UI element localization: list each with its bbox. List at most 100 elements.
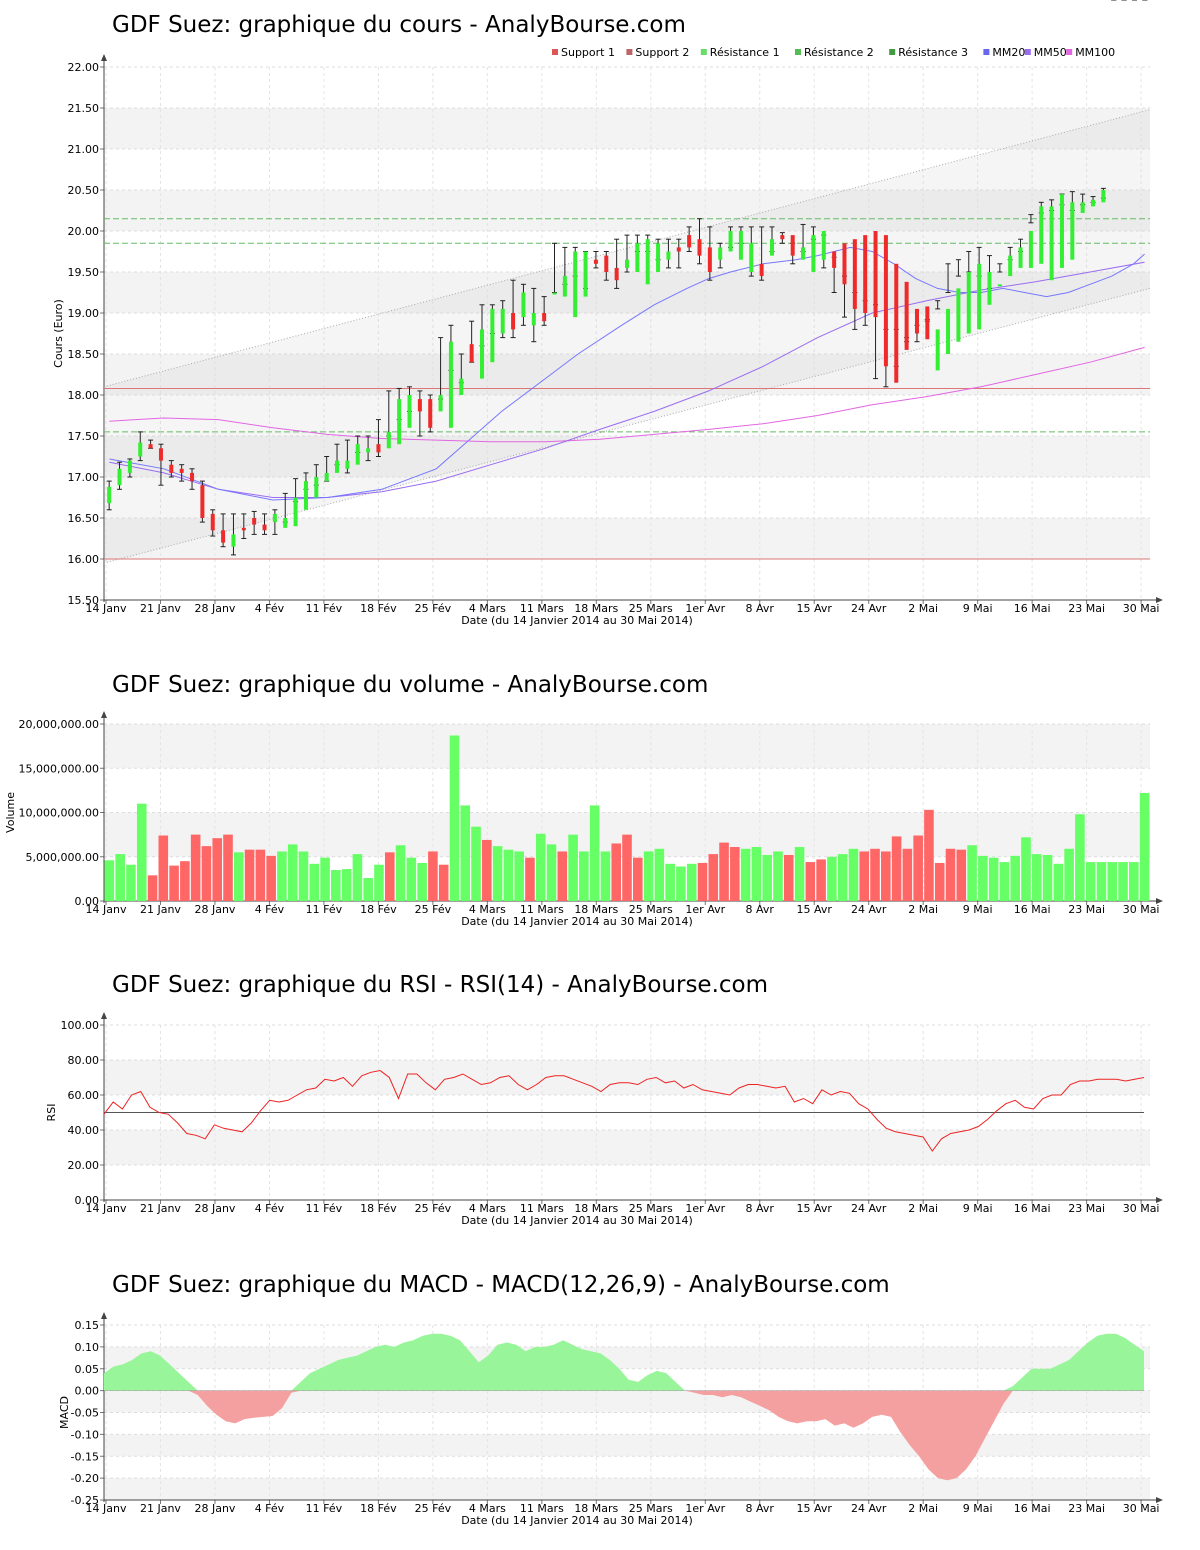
candle-body [448, 341, 453, 428]
x-tick-label: 2 Mai [908, 903, 938, 916]
volume-bar [406, 857, 417, 901]
x-tick-label: 2 Mai [908, 1202, 938, 1215]
candle-body [303, 481, 308, 510]
candle-body [790, 235, 795, 256]
volume-bar [913, 835, 923, 901]
x-tick-label: 25 Mars [629, 1202, 673, 1215]
grid-band [104, 108, 1150, 149]
volume-bar [169, 865, 179, 901]
candle-body [552, 292, 557, 295]
volume-bar [482, 839, 492, 901]
grid-band [104, 1346, 1150, 1369]
candle-body [738, 231, 743, 260]
candle-body [687, 235, 692, 248]
volume-bar [1064, 848, 1074, 901]
x-tick-label: 9 Mai [963, 903, 993, 916]
grid-band [104, 724, 1150, 769]
x-tick-label: 9 Mai [963, 602, 993, 615]
legend-item: MM20 [992, 46, 1025, 59]
y-axis-arrow [101, 54, 107, 61]
x-tick-label: 8 Avr [746, 903, 775, 916]
volume-bar [794, 847, 805, 901]
volume-bar [503, 849, 514, 901]
x-tick-label: 25 Fév [415, 1502, 452, 1515]
candle-body [283, 518, 288, 528]
x-tick-label: 23 Mai [1068, 1502, 1105, 1515]
x-tick-label: 18 Mars [574, 1502, 618, 1515]
x-tick-label: 16 Mai [1014, 1202, 1051, 1215]
candle-body [573, 251, 578, 318]
candle-body [863, 235, 868, 313]
x-tick-label: 24 Avr [851, 1202, 887, 1215]
legend-item: Support 1 [561, 46, 615, 59]
volume-bar [255, 849, 266, 901]
candle-body [1049, 206, 1054, 281]
candle-body [210, 513, 215, 531]
x-tick-label: 21 Janv [140, 1502, 181, 1515]
y-tick-label: 60.00 [68, 1089, 100, 1102]
x-tick-label: 25 Fév [415, 903, 452, 916]
volume-bar [643, 851, 654, 901]
volume-bar [277, 851, 287, 901]
x-tick-label: 23 Mai [1068, 1202, 1105, 1215]
y-tick-label: 0.00 [75, 1385, 100, 1398]
candle-body [821, 231, 826, 260]
candle-body [645, 239, 650, 285]
candle-body [987, 272, 992, 305]
macd-negative-area [104, 1390, 1144, 1481]
candle-body [252, 518, 257, 525]
candle-body [635, 243, 640, 272]
candle-body [780, 235, 785, 240]
x-tick-label: 4 Fév [255, 602, 285, 615]
x-tick-label: 9 Mai [963, 1502, 993, 1515]
candle-body [158, 448, 163, 461]
volume-bar [967, 845, 977, 901]
x-tick-label: 4 Fév [255, 1202, 285, 1215]
x-tick-label: 2 Mai [908, 1502, 938, 1515]
volume-bar [676, 866, 686, 901]
candle-body [521, 292, 526, 318]
x-tick-label: 16 Mai [1014, 1502, 1051, 1515]
y-tick-label: 40.00 [68, 1124, 100, 1137]
volume-bar [589, 805, 600, 901]
candle-body [511, 313, 516, 330]
volume-chart: 0.00 5,000,000.00 10,000,000.00 15,000,000.… [4, 711, 1163, 928]
mm20-line [109, 246, 1145, 501]
candle-body [469, 344, 474, 363]
candle-body [407, 395, 412, 428]
volume-bar [654, 848, 665, 901]
candle-body [604, 255, 609, 272]
candle-body [728, 231, 733, 252]
candle-body [562, 276, 567, 297]
candle-body [749, 243, 754, 272]
volume-bar [686, 863, 697, 901]
y-tick-label: 100.00 [61, 1019, 100, 1032]
volume-bar [298, 851, 309, 901]
volume-bar [136, 803, 147, 901]
x-tick-label: 25 Mars [629, 602, 673, 615]
x-tick-label: 4 Mars [469, 903, 506, 916]
volume-bar [1107, 862, 1118, 901]
volume-bar [719, 842, 729, 901]
candle-body [842, 243, 847, 285]
candle-body [966, 272, 971, 334]
volume-bar [611, 843, 622, 901]
x-tick-label: 11 Fév [306, 903, 343, 916]
volume-bar [902, 848, 913, 901]
x-axis-title: Date (du 14 Janvier 2014 au 30 Mai 2014) [461, 915, 693, 928]
candle-body [241, 527, 246, 531]
volume-bar [762, 854, 772, 901]
mm50-line [109, 261, 1145, 498]
rsi-chart-title: GDF Suez: graphique du RSI - RSI(14) - A… [112, 972, 769, 998]
x-tick-label: 1er Avr [685, 903, 725, 916]
x-tick-label: 2 Mai [908, 602, 938, 615]
price-chart: 15.50 16.00 16.50 17.00 17.50 18.00 18.50 19.00… [52, 0, 1163, 627]
candle-body [1101, 190, 1106, 203]
volume-bar [632, 857, 643, 901]
candle-body [335, 460, 340, 473]
volume-bar [1085, 862, 1096, 901]
candle-body [832, 251, 837, 268]
y-tick-label: 0.00 [75, 1194, 100, 1207]
candle-body [200, 485, 205, 518]
x-tick-label: 24 Avr [851, 903, 887, 916]
